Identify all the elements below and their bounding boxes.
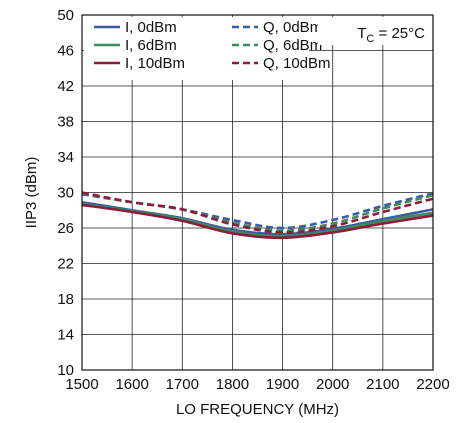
x-tick-labels: 1500 1600 1700 1800 1900 2000 2100 2200	[65, 376, 449, 393]
temperature-annotation: TC = 25°C	[357, 25, 425, 45]
x-tick-label: 1600	[115, 376, 148, 393]
legend-background	[84, 17, 309, 80]
x-tick-label: 1900	[266, 376, 299, 393]
y-tick-label: 26	[57, 220, 74, 237]
y-tick-label: 22	[57, 256, 74, 273]
legend-label: I, 10dBm	[125, 55, 185, 72]
y-tick-label: 18	[57, 291, 74, 308]
plot-frame	[81, 14, 434, 371]
series-line	[81, 191, 434, 234]
y-axis-title: IIP3 (dBm)	[23, 157, 40, 229]
legend-label: I, 6dBm	[125, 37, 177, 54]
series-lines	[81, 191, 434, 240]
y-tick-label: 46	[57, 43, 74, 60]
y-tick-label: 38	[57, 114, 74, 131]
annotation-value: = 25°C	[374, 25, 425, 42]
x-tick-label: 1700	[166, 376, 199, 393]
legend-label: I, 0dBm	[125, 19, 177, 36]
y-tick-label: 34	[57, 149, 74, 166]
x-tick-label: 2100	[366, 376, 399, 393]
x-tick-label: 2000	[316, 376, 349, 393]
annotation-t: T	[357, 25, 366, 42]
y-tick-label: 14	[57, 327, 74, 344]
y-tick-label: 42	[57, 78, 74, 95]
y-tick-label: 10	[57, 362, 74, 379]
x-tick-label: 1800	[216, 376, 249, 393]
x-axis-title: LO FREQUENCY (MHz)	[176, 401, 339, 418]
x-tick-label: 1500	[65, 376, 98, 393]
annotation-background	[318, 17, 432, 45]
y-tick-label: 30	[57, 185, 74, 202]
legend-label: Q, 0dBm	[263, 19, 322, 36]
y-tick-labels: 10 14 18 22 26 30 34 38 42 46 50	[57, 7, 74, 379]
legend-label: Q, 6dBm	[263, 37, 322, 54]
series-line	[81, 203, 434, 240]
x-tick-label: 2200	[416, 376, 449, 393]
y-tick-label: 50	[57, 7, 74, 24]
annotation-subscript: C	[366, 33, 374, 45]
legend-label: Q, 10dBm	[263, 55, 331, 72]
